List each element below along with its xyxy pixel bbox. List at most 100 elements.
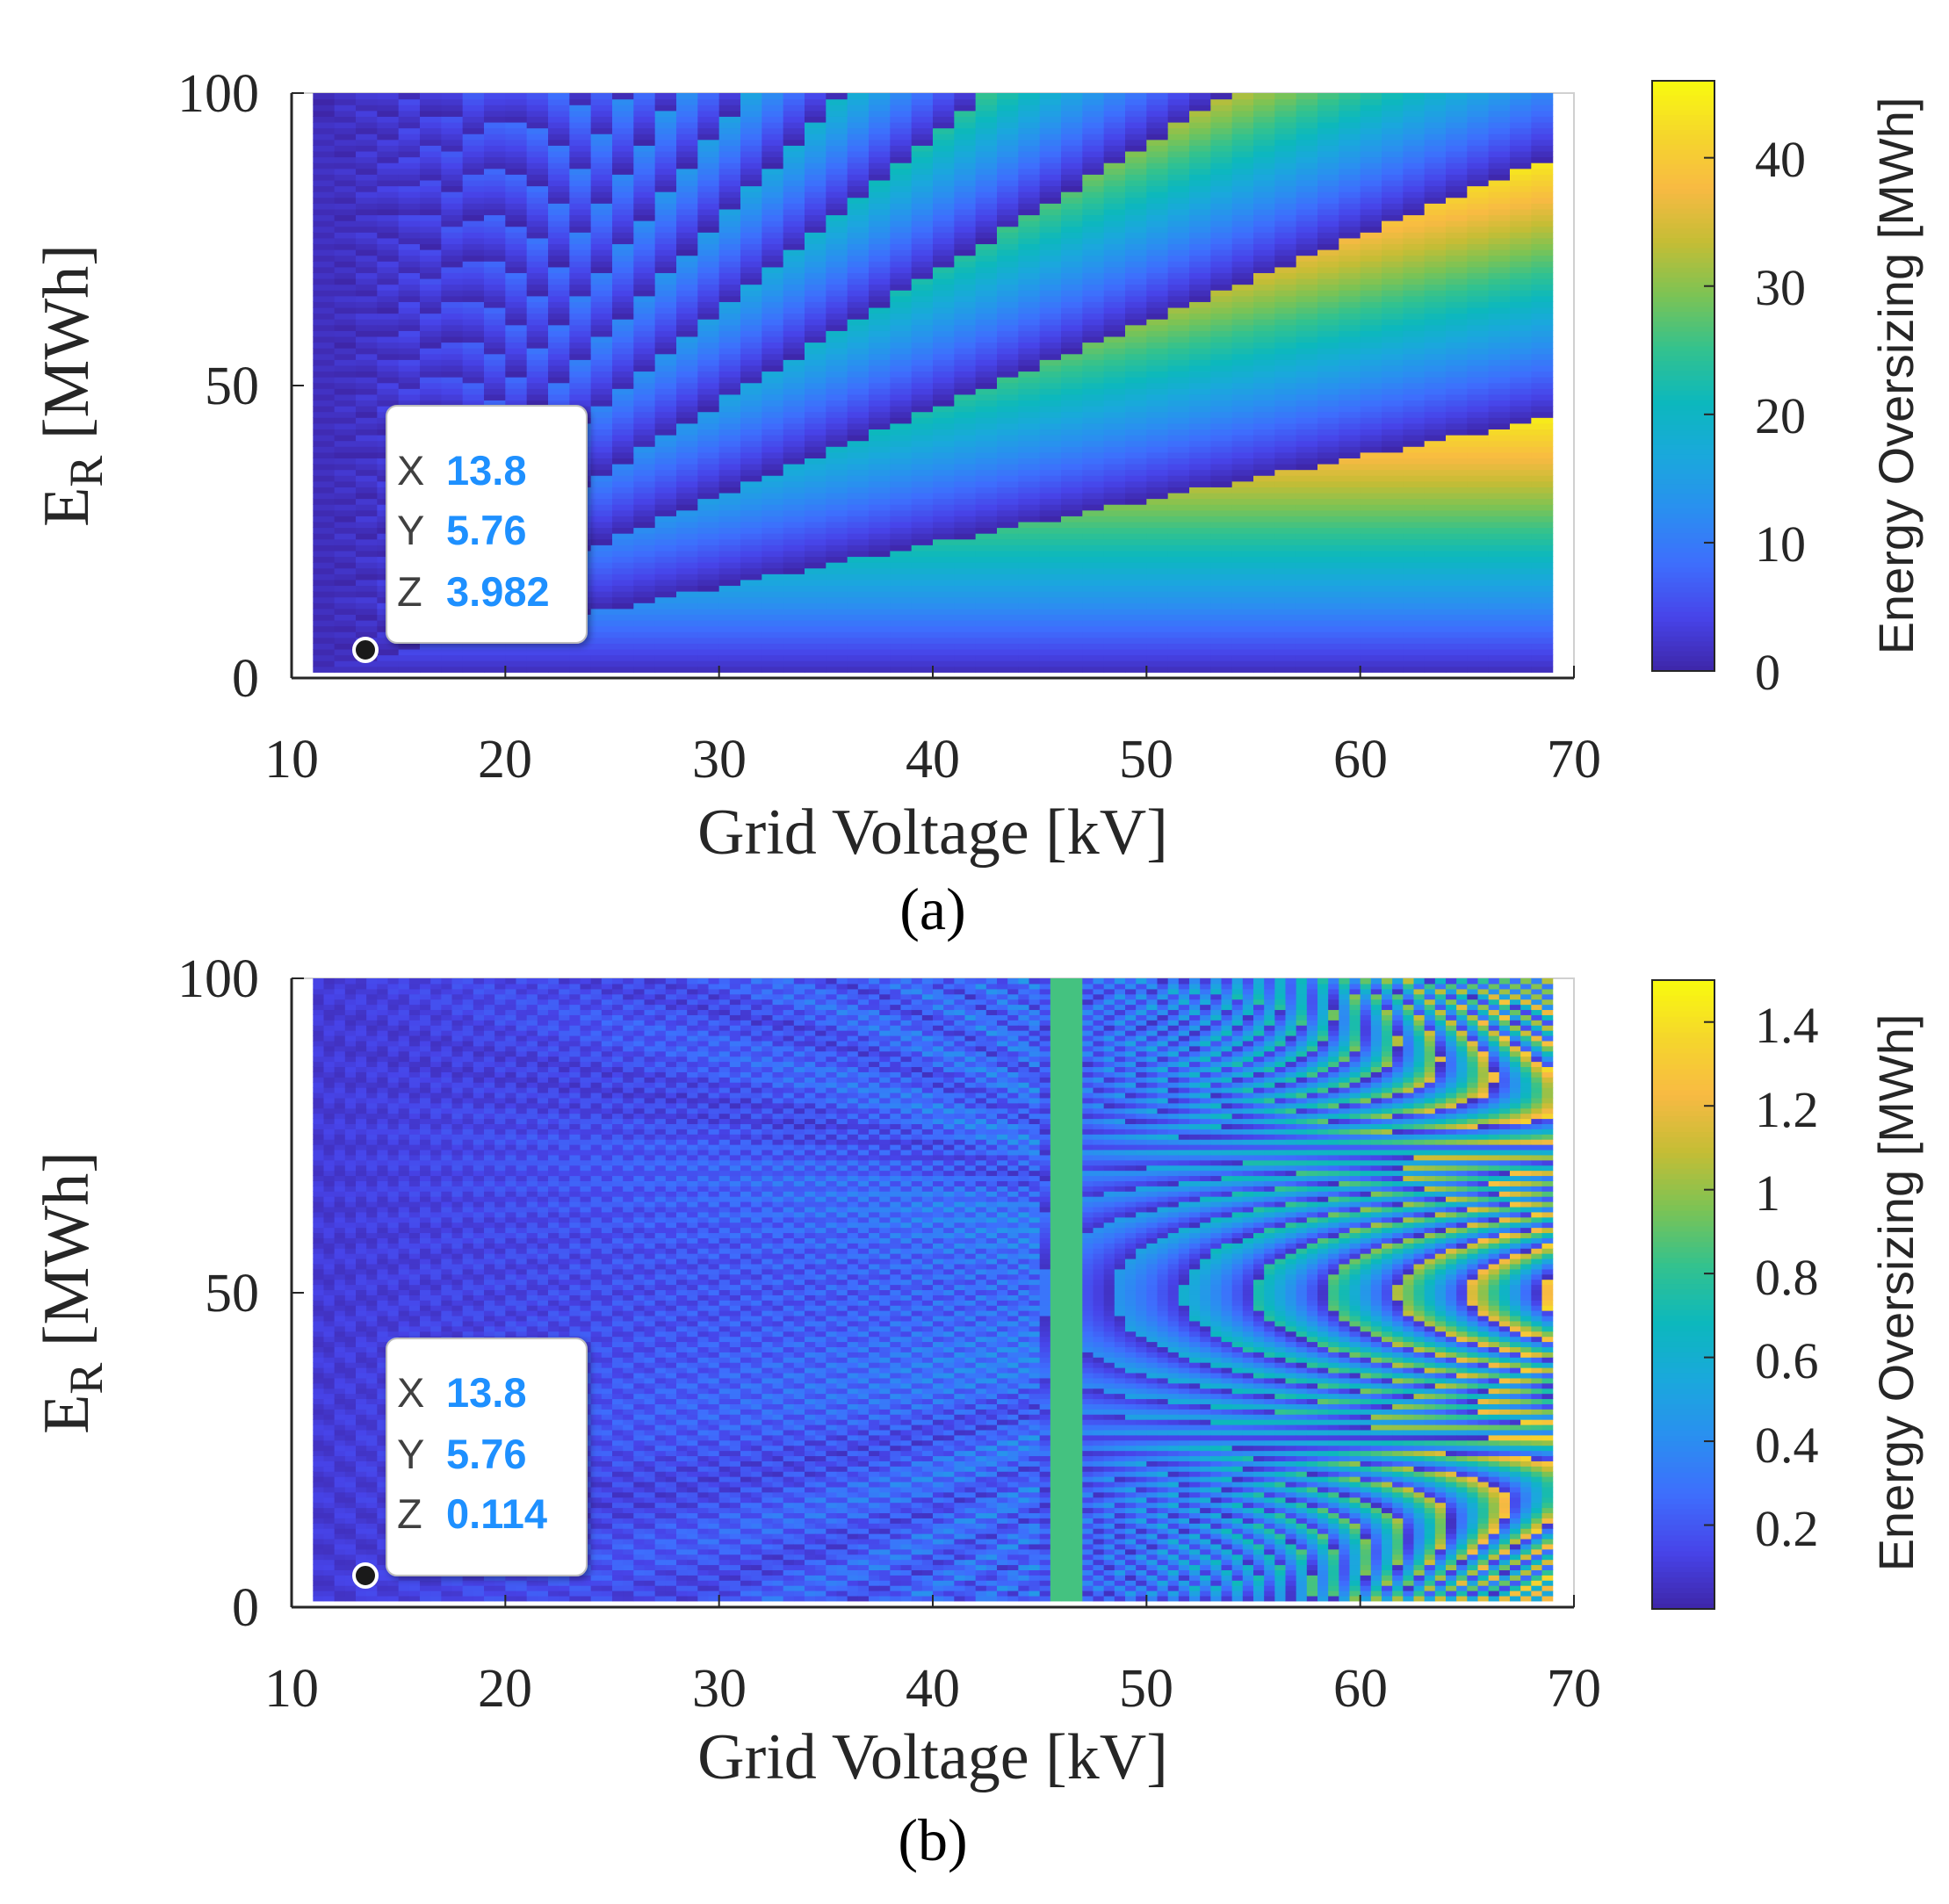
heatmap-cell [890, 185, 913, 192]
heatmap-cell [1339, 429, 1361, 436]
heatmap-cell [1339, 220, 1361, 227]
heatmap-cell [911, 162, 934, 169]
heatmap-cell [718, 255, 741, 262]
heatmap-cell [505, 666, 528, 673]
heatmap-cell [975, 666, 998, 673]
heatmap-cell [590, 446, 613, 453]
heatmap-cell [548, 191, 570, 198]
heatmap-cell [1039, 342, 1062, 349]
heatmap-cell [1018, 516, 1041, 523]
heatmap-cell [654, 446, 677, 453]
heatmap-cell [377, 266, 400, 273]
heatmap-cell [869, 301, 891, 308]
heatmap-cell [718, 191, 741, 198]
heatmap-cell [826, 98, 848, 105]
heatmap-cell [313, 538, 336, 545]
heatmap-cell [334, 602, 357, 609]
heatmap-cell [633, 422, 656, 430]
heatmap-cell [334, 637, 357, 644]
heatmap-cell [805, 480, 827, 487]
heatmap-cell [505, 237, 528, 245]
heatmap-cell [1082, 411, 1105, 418]
heatmap-cell [1167, 226, 1190, 233]
heatmap-cell [697, 249, 720, 256]
heatmap-cell [805, 637, 827, 644]
heatmap-cell [1146, 139, 1169, 146]
heatmap-cell [1167, 348, 1190, 355]
heatmap-cell [1167, 162, 1190, 169]
heatmap-cell [718, 301, 741, 308]
heatmap-cell [783, 545, 805, 552]
heatmap-cell [334, 475, 357, 482]
heatmap-cell [1296, 301, 1318, 308]
heatmap-cell [869, 411, 891, 418]
heatmap-cell [612, 463, 634, 471]
heatmap-cell [377, 121, 400, 129]
heatmap-cell [356, 255, 378, 262]
heatmap-cell [762, 608, 784, 615]
heatmap-cell [1125, 179, 1147, 187]
heatmap-cell [1253, 371, 1275, 378]
heatmap-cell [1018, 261, 1041, 268]
heatmap-cell [590, 567, 613, 574]
heatmap-cell [805, 516, 827, 523]
heatmap-cell [975, 324, 998, 331]
heatmap-cell [1146, 324, 1169, 331]
heatmap-cell [1210, 278, 1233, 285]
heatmap-cell [484, 330, 506, 337]
heatmap-cell [676, 406, 698, 413]
heatmap-cell [441, 388, 464, 395]
heatmap-cell [420, 660, 442, 667]
heatmap-cell [826, 319, 848, 326]
heatmap-cell [826, 284, 848, 291]
heatmap-cell [484, 226, 506, 233]
heatmap-cell [1274, 139, 1297, 146]
heatmap-cell [1125, 388, 1147, 395]
heatmap-cell [1317, 237, 1339, 245]
heatmap-cell [933, 150, 955, 158]
heatmap-cell [1296, 446, 1318, 453]
heatmap-cell [398, 290, 421, 297]
heatmap-cell [548, 359, 570, 366]
heatmap-cell [1125, 150, 1147, 158]
heatmap-cell [954, 290, 977, 297]
heatmap-cell [1082, 290, 1105, 297]
heatmap-cell [654, 313, 677, 320]
heatmap-cell [1061, 480, 1083, 487]
heatmap-cell [890, 562, 913, 569]
heatmap-cell [356, 591, 378, 598]
heatmap-cell [911, 567, 934, 574]
heatmap-cell [697, 487, 720, 494]
heatmap-cell [869, 255, 891, 262]
heatmap-cell [1167, 393, 1190, 401]
heatmap-cell [718, 313, 741, 320]
heatmap-cell [1103, 191, 1126, 198]
heatmap-cell [1360, 631, 1382, 638]
heatmap-cell [1189, 602, 1211, 609]
heatmap-cell [526, 162, 549, 169]
heatmap-cell [911, 446, 934, 453]
heatmap-cell [1360, 567, 1382, 574]
heatmap-cell [954, 214, 977, 221]
heatmap-cell [548, 353, 570, 360]
heatmap-cell [1274, 538, 1297, 545]
heatmap-cell [911, 255, 934, 262]
heatmap-cell [933, 487, 955, 494]
heatmap-cell [1296, 429, 1318, 436]
heatmap-cell [1125, 364, 1147, 372]
heatmap-cell [526, 393, 549, 401]
heatmap-cell [954, 400, 977, 407]
heatmap-cell [1061, 509, 1083, 516]
heatmap-cell [869, 417, 891, 424]
heatmap-cell [441, 295, 464, 302]
heatmap-cell [569, 371, 592, 378]
heatmap-cell [633, 516, 656, 523]
heatmap-cell [1274, 93, 1297, 100]
heatmap-cell [1125, 197, 1147, 204]
heatmap-cell [1018, 150, 1041, 158]
heatmap-cell [975, 232, 998, 239]
heatmap-cell [526, 388, 549, 395]
heatmap-cell [654, 631, 677, 638]
heatmap-cell [1339, 319, 1361, 326]
heatmap-cell [1360, 429, 1382, 436]
